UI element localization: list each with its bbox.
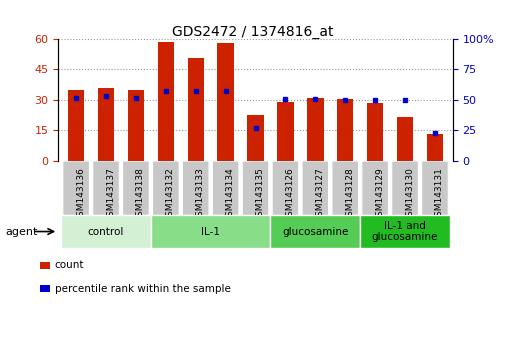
Bar bbox=[187, 58, 204, 161]
FancyBboxPatch shape bbox=[122, 161, 149, 215]
Bar bbox=[97, 88, 114, 161]
Bar bbox=[68, 90, 84, 161]
Bar bbox=[307, 98, 323, 161]
FancyBboxPatch shape bbox=[270, 215, 360, 248]
FancyBboxPatch shape bbox=[242, 161, 268, 215]
Text: GSM143126: GSM143126 bbox=[285, 167, 294, 222]
Text: percentile rank within the sample: percentile rank within the sample bbox=[55, 284, 230, 293]
FancyBboxPatch shape bbox=[331, 161, 358, 215]
Bar bbox=[127, 90, 144, 161]
Bar bbox=[157, 42, 174, 161]
Bar bbox=[396, 117, 413, 161]
FancyBboxPatch shape bbox=[92, 161, 119, 215]
Text: GSM143128: GSM143128 bbox=[344, 167, 354, 222]
FancyBboxPatch shape bbox=[61, 215, 150, 248]
FancyBboxPatch shape bbox=[212, 161, 238, 215]
Text: IL-1 and
glucosamine: IL-1 and glucosamine bbox=[371, 221, 437, 242]
FancyBboxPatch shape bbox=[152, 161, 179, 215]
Text: GSM143134: GSM143134 bbox=[225, 167, 234, 222]
Bar bbox=[336, 99, 353, 161]
Text: glucosamine: glucosamine bbox=[282, 227, 348, 236]
Text: GSM143127: GSM143127 bbox=[315, 167, 324, 222]
Text: GSM143137: GSM143137 bbox=[106, 167, 115, 222]
Bar bbox=[247, 115, 263, 161]
Text: GSM143133: GSM143133 bbox=[195, 167, 205, 222]
Text: GSM143132: GSM143132 bbox=[166, 167, 175, 222]
FancyBboxPatch shape bbox=[361, 161, 388, 215]
Text: control: control bbox=[88, 227, 124, 236]
FancyBboxPatch shape bbox=[360, 215, 449, 248]
Text: count: count bbox=[55, 261, 84, 270]
FancyBboxPatch shape bbox=[421, 161, 447, 215]
FancyBboxPatch shape bbox=[272, 161, 298, 215]
Text: IL-1: IL-1 bbox=[201, 227, 220, 236]
FancyBboxPatch shape bbox=[391, 161, 418, 215]
Bar bbox=[277, 102, 293, 161]
FancyBboxPatch shape bbox=[63, 161, 89, 215]
FancyBboxPatch shape bbox=[150, 215, 270, 248]
Bar bbox=[217, 43, 233, 161]
Text: GSM143131: GSM143131 bbox=[434, 167, 443, 222]
Text: GSM143135: GSM143135 bbox=[255, 167, 264, 222]
Bar bbox=[366, 103, 383, 161]
Text: GSM143130: GSM143130 bbox=[404, 167, 413, 222]
Text: GSM143129: GSM143129 bbox=[374, 167, 383, 222]
Text: agent: agent bbox=[5, 227, 37, 236]
Text: GDS2472 / 1374816_at: GDS2472 / 1374816_at bbox=[172, 25, 333, 39]
FancyBboxPatch shape bbox=[182, 161, 209, 215]
FancyBboxPatch shape bbox=[301, 161, 328, 215]
Bar bbox=[426, 133, 442, 161]
Text: GSM143136: GSM143136 bbox=[76, 167, 85, 222]
Text: GSM143138: GSM143138 bbox=[136, 167, 144, 222]
